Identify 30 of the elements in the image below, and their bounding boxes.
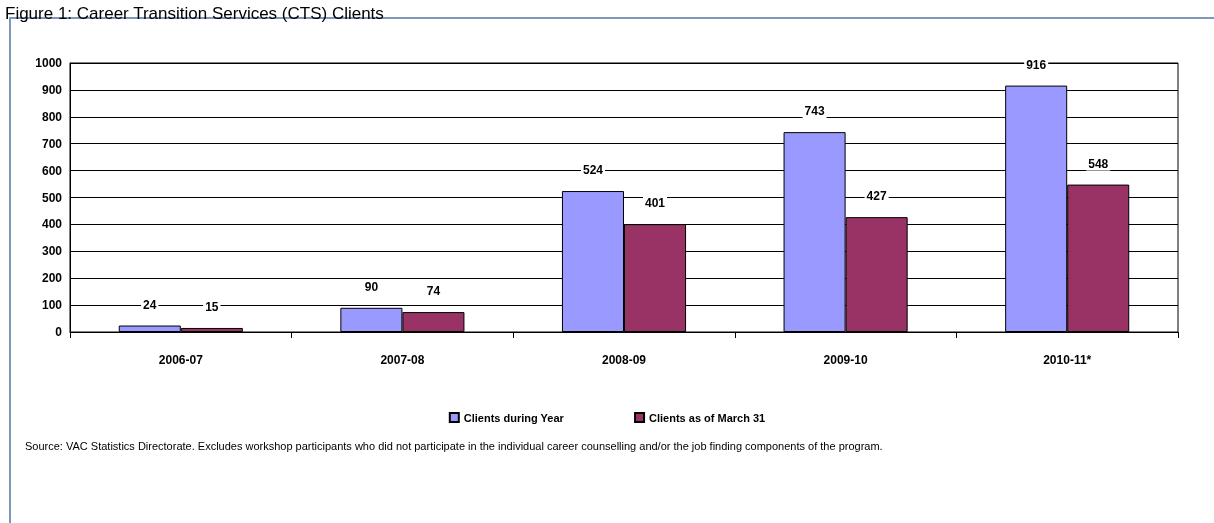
y-tick-label: 0 [55, 325, 63, 339]
data-label: 15 [205, 299, 219, 314]
y-tick-label: 1000 [35, 56, 63, 70]
y-tick-label: 700 [41, 136, 63, 151]
legend-label: Clients during Year [463, 411, 565, 424]
x-tick-label: 2008-09 [601, 353, 647, 367]
x-tick-label: 2009-10 [823, 353, 868, 367]
data-label: 524 [582, 163, 604, 178]
chart-title: Figure 1: Career Transition Services (CTS) Clients [5, 4, 384, 23]
y-tick-label: 200 [41, 271, 63, 286]
y-tick-label: 900 [41, 82, 63, 97]
data-label: 427 [866, 189, 887, 204]
legend-label: Clients as of March 31 [649, 411, 766, 424]
x-tick-label: 2007-08 [380, 353, 425, 367]
y-tick-label: 800 [41, 109, 63, 124]
data-label: 401 [645, 196, 666, 211]
data-label: 916 [1026, 57, 1047, 72]
data-label: 743 [804, 104, 825, 119]
y-tick-label: 100 [41, 298, 63, 313]
x-tick-label: 2006-07 [158, 353, 204, 367]
source-note: Source: VAC Statistics Directorate. Excludes workshop participants who did not participate in the individual career counselling and/or the job finding components of the program. [25, 439, 883, 452]
y-tick-label: 300 [41, 244, 63, 259]
data-label: 24 [143, 297, 157, 312]
data-label: 74 [426, 284, 441, 299]
data-label: 548 [1088, 156, 1109, 171]
x-tick-label: 2010-11* [1043, 353, 1092, 367]
y-tick-label: 600 [41, 163, 63, 178]
y-tick-label: 500 [41, 190, 63, 205]
data-label: 90 [364, 279, 379, 294]
y-tick-label: 400 [41, 217, 63, 232]
